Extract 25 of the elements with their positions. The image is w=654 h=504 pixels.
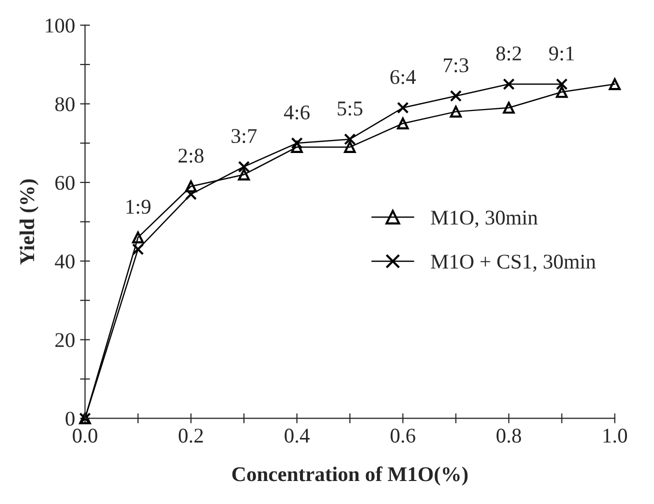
annotation: 7:3 bbox=[444, 58, 468, 72]
y-tick-label: 60 bbox=[55, 176, 75, 190]
y-tick-label: 100 bbox=[46, 18, 75, 33]
y-tick-label: 20 bbox=[55, 333, 75, 348]
y-tick-label: 0 bbox=[66, 412, 75, 426]
annotation: 2:8 bbox=[178, 148, 204, 163]
annotation: 8:2 bbox=[496, 46, 521, 61]
x-tick-label: 0.0 bbox=[72, 428, 98, 443]
x-tick-label: 0.6 bbox=[390, 428, 416, 443]
legend-label: M1O, 30min bbox=[430, 210, 538, 228]
annotation: 6:4 bbox=[390, 70, 416, 84]
legend-label: M1O + CS1, 30min bbox=[430, 254, 596, 272]
x-tick-label: 0.4 bbox=[284, 428, 310, 443]
annotation: 1:9 bbox=[126, 200, 150, 214]
annotation: 5:5 bbox=[338, 102, 362, 116]
y-tick-label: 80 bbox=[55, 97, 75, 112]
x-axis-title: Concentration of M1O(%) bbox=[232, 466, 468, 486]
x-tick-label: 0.2 bbox=[178, 428, 203, 443]
x-tick-label: 1.0 bbox=[604, 428, 627, 443]
annotation: 9:1 bbox=[549, 46, 574, 61]
x-tick-label: 0.8 bbox=[496, 428, 522, 443]
annotation: 3:7 bbox=[232, 129, 257, 144]
y-axis-title: Yield (%) bbox=[20, 179, 38, 265]
annotation: 4:6 bbox=[284, 105, 310, 120]
y-tick-label: 40 bbox=[54, 254, 75, 269]
